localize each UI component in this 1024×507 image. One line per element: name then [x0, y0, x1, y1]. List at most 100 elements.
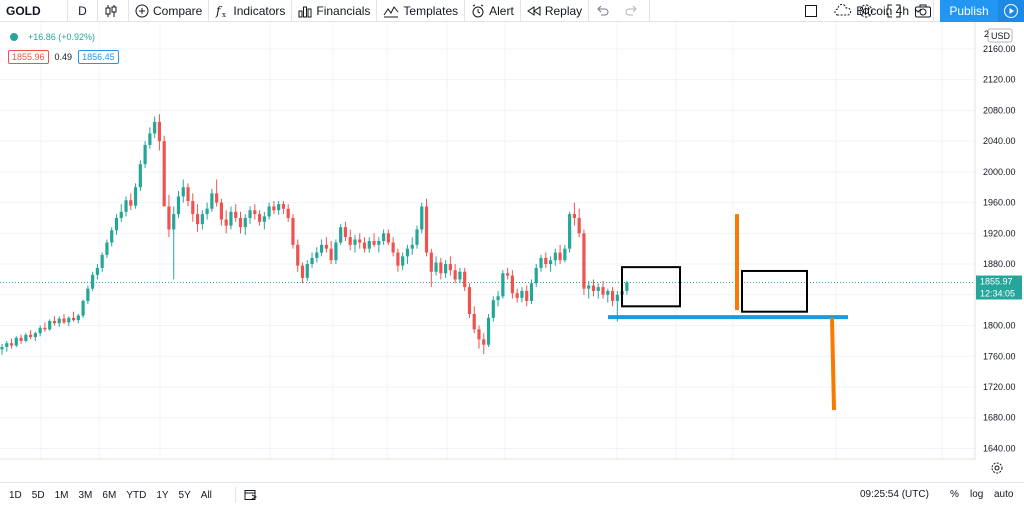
- candle-body: [205, 208, 209, 215]
- replay-button[interactable]: Replay: [521, 0, 590, 22]
- price-tick-label: 1960.00: [983, 198, 1016, 208]
- fullscreen-button[interactable]: [886, 3, 902, 22]
- candle: [195, 204, 200, 232]
- undo-button[interactable]: [589, 0, 619, 22]
- candle: [591, 279, 596, 297]
- compare-button[interactable]: Compare: [129, 0, 210, 22]
- range-1d[interactable]: 1D: [9, 489, 22, 501]
- candle: [219, 198, 224, 226]
- settings-button[interactable]: [858, 3, 874, 22]
- range-6m[interactable]: 6M: [102, 489, 117, 501]
- range-5y[interactable]: 5Y: [178, 489, 191, 501]
- indicators-button[interactable]: f x Indicators: [209, 0, 293, 22]
- candle: [124, 196, 128, 217]
- templates-label: Templates: [403, 3, 459, 18]
- alert-button[interactable]: Alert: [465, 0, 521, 22]
- range-5d[interactable]: 5D: [31, 489, 45, 501]
- candle-body: [467, 287, 472, 314]
- layout-name: Bitcoin 4h: [856, 3, 909, 18]
- candle: [67, 316, 71, 327]
- bid-button[interactable]: 1855.96: [8, 50, 49, 64]
- publish-button[interactable]: Publish: [940, 0, 998, 22]
- candle-body: [534, 267, 538, 284]
- interval-button[interactable]: D: [68, 0, 98, 22]
- projection-line-down: [830, 317, 836, 411]
- candle: [472, 306, 476, 334]
- candle: [315, 247, 319, 263]
- candle: [305, 260, 309, 281]
- candle: [501, 270, 505, 299]
- candle: [153, 116, 157, 139]
- range-1y[interactable]: 1Y: [156, 489, 169, 501]
- candle-body: [248, 210, 252, 218]
- candle: [143, 141, 147, 168]
- candle-body: [615, 294, 619, 301]
- candle-body: [372, 241, 376, 245]
- candle-body: [401, 256, 405, 266]
- price-tick-label: 1680.00: [983, 413, 1016, 423]
- candle-body: [439, 262, 443, 274]
- auto-toggle[interactable]: auto: [994, 489, 1014, 500]
- range-ytd[interactable]: YTD: [126, 489, 147, 501]
- candle: [353, 234, 357, 253]
- clock[interactable]: 09:25:54 (UTC): [860, 489, 929, 500]
- candle-body: [186, 187, 190, 202]
- percent-toggle[interactable]: %: [950, 489, 959, 500]
- log-toggle[interactable]: log: [970, 489, 984, 500]
- candle-body: [57, 318, 61, 324]
- price-tick-label: 1760.00: [983, 351, 1016, 361]
- candle: [286, 204, 290, 222]
- candle-body: [444, 264, 448, 274]
- candle-body: [310, 257, 314, 265]
- candle: [105, 239, 109, 258]
- range-3m[interactable]: 3M: [78, 489, 93, 501]
- candle: [386, 229, 390, 245]
- publish-menu-button[interactable]: [998, 0, 1024, 22]
- plus-circle-icon: [135, 4, 149, 17]
- candle: [491, 296, 495, 322]
- price-tick-label: 1720.00: [983, 382, 1016, 392]
- candle: [496, 290, 500, 307]
- candle-body: [434, 262, 438, 272]
- currency-tag[interactable]: USD: [987, 28, 1013, 43]
- candle: [162, 135, 166, 207]
- pattern-box-right: [741, 269, 808, 313]
- date-range-button[interactable]: [234, 487, 258, 503]
- candle: [343, 221, 348, 241]
- candle: [76, 314, 80, 324]
- spread-value: 0.49: [54, 52, 73, 62]
- templates-button[interactable]: Templates: [377, 0, 466, 22]
- range-1m[interactable]: 1M: [54, 489, 69, 501]
- svg-text:x: x: [222, 11, 226, 18]
- snapshot-button[interactable]: [914, 3, 932, 22]
- candle: [243, 214, 247, 235]
- camera-icon: [915, 4, 931, 18]
- candle-body: [448, 264, 452, 271]
- select-layout-checkbox[interactable]: [798, 0, 828, 22]
- candle-body: [71, 317, 76, 321]
- candle: [339, 224, 343, 245]
- candle: [520, 287, 524, 303]
- candle: [234, 204, 238, 222]
- candle: [281, 201, 286, 215]
- candle: [601, 280, 605, 299]
- ask-button[interactable]: 1856.45: [78, 50, 119, 64]
- range-all[interactable]: All: [200, 489, 212, 501]
- candle-body: [377, 241, 381, 245]
- candle-body: [86, 288, 90, 301]
- chart-style-button[interactable]: [98, 0, 129, 22]
- candle: [424, 198, 429, 257]
- axis-settings-button[interactable]: [990, 461, 1004, 478]
- calendar-arrow-icon: [244, 490, 258, 500]
- price-chart[interactable]: 1640.001680.001720.001760.001800.001840.…: [0, 22, 1024, 460]
- symbol-search[interactable]: GOLD: [0, 0, 68, 22]
- candle: [114, 214, 119, 235]
- financials-button[interactable]: Financials: [292, 0, 378, 22]
- candle-body: [596, 287, 600, 291]
- redo-button[interactable]: [619, 0, 651, 22]
- candle-body: [19, 337, 23, 341]
- pattern-box-left: [621, 266, 681, 308]
- annotations-over: [608, 214, 848, 411]
- candle: [148, 127, 152, 149]
- price-tick-label: 1640.00: [983, 443, 1016, 453]
